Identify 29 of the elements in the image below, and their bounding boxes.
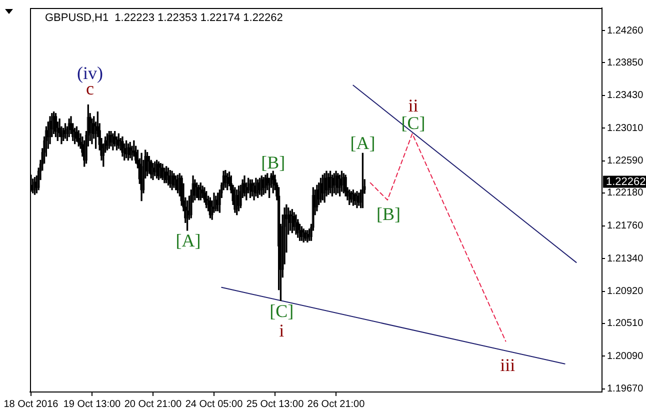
annotation: [C] [401, 113, 426, 134]
chart-title: GBPUSD,H1 1.22223 1.22353 1.22174 1.22262 [45, 12, 283, 24]
y-tick-label: 1.20510 [607, 318, 644, 330]
x-tick-label: 18 Oct 2016 [4, 398, 59, 410]
annotation: iii [500, 355, 516, 376]
x-tick-label: 24 Oct 05:00 [185, 398, 244, 410]
y-tick-label: 1.22590 [607, 156, 644, 167]
x-tick-label: 19 Oct 13:00 [63, 398, 122, 410]
annotation: [A] [176, 230, 201, 251]
annotation: [A] [350, 132, 376, 153]
y-tick-label: 1.23850 [607, 57, 644, 68]
annotation: ii [408, 95, 418, 116]
y-tick-label: 1.21340 [607, 253, 644, 264]
y-tick-label: 1.21760 [607, 220, 644, 232]
y-tick-label: 1.23010 [607, 122, 644, 134]
annotation: [B] [376, 204, 400, 224]
y-tick-label: 1.19670 [607, 384, 644, 395]
y-tick-label: 1.22180 [607, 188, 644, 199]
annotation: [C] [270, 300, 294, 321]
y-tick-label: 1.23430 [607, 90, 644, 102]
annotation: i [279, 320, 284, 341]
y-tick-label: 1.20090 [607, 350, 644, 362]
annotation: [B] [261, 152, 286, 173]
x-tick-label: 20 Oct 21:00 [124, 398, 182, 410]
y-tick-label: 1.24260 [607, 25, 644, 36]
x-tick-label: 25 Oct 13:00 [246, 398, 304, 410]
x-tick-label: 26 Oct 21:00 [307, 398, 366, 410]
y-tick-label: 1.20920 [607, 286, 644, 298]
text: 1.22262 [606, 176, 646, 188]
